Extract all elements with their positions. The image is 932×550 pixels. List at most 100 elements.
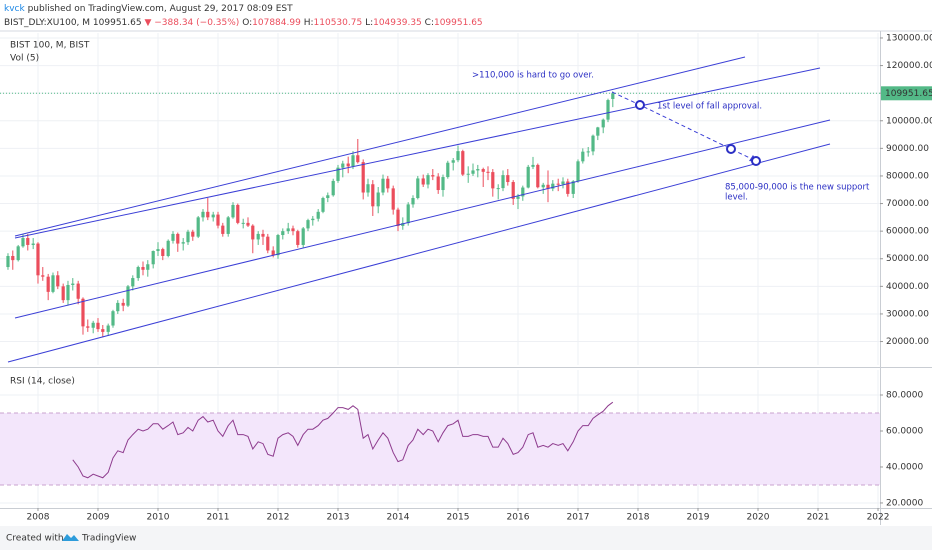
candle-body bbox=[6, 255, 10, 268]
candle-body bbox=[151, 251, 155, 265]
candle-body bbox=[201, 211, 205, 218]
publisher[interactable]: kvck bbox=[4, 4, 25, 14]
high-key: H: bbox=[304, 18, 314, 28]
last-price-label: 109951.65 bbox=[885, 89, 932, 99]
candle-body bbox=[496, 188, 500, 190]
rsi-line bbox=[72, 401, 614, 479]
candle-body bbox=[386, 178, 390, 189]
y-tick-label: 80000.00 bbox=[886, 171, 929, 181]
trend-line bbox=[14, 67, 821, 239]
candle-body bbox=[331, 180, 335, 196]
candle-body bbox=[101, 329, 105, 332]
candle-body bbox=[306, 220, 310, 229]
high-value: 110530.75 bbox=[314, 18, 363, 28]
candle-body bbox=[86, 326, 90, 328]
x-tick-label: 2019 bbox=[687, 513, 710, 523]
candle-body bbox=[381, 178, 385, 193]
annotation: 85,000-90,000 is the new support bbox=[725, 183, 870, 193]
marks bbox=[0, 91, 880, 479]
open-value: 107884.99 bbox=[252, 18, 301, 28]
candle-body bbox=[196, 217, 200, 237]
trend-line bbox=[7, 143, 831, 363]
candle-body bbox=[291, 228, 295, 232]
footer bbox=[0, 526, 932, 550]
candle-body bbox=[446, 162, 450, 178]
y-tick-label: 40000.00 bbox=[886, 282, 929, 292]
x-tick-label: 2010 bbox=[147, 513, 170, 523]
candle-body bbox=[296, 231, 300, 245]
candle-body bbox=[316, 211, 320, 219]
candle-body bbox=[606, 100, 610, 120]
candle-body bbox=[301, 228, 305, 245]
close-value: 109951.65 bbox=[434, 18, 483, 28]
candle-body bbox=[236, 204, 240, 223]
candle-body bbox=[191, 231, 195, 237]
candle-body bbox=[536, 164, 540, 188]
candle-body bbox=[341, 163, 345, 168]
change: ▼ −388.34 (−0.35%) bbox=[144, 18, 239, 28]
candle-body bbox=[546, 184, 550, 189]
candle-body bbox=[501, 175, 505, 189]
candle-body bbox=[251, 225, 255, 240]
logo bbox=[62, 534, 79, 541]
annotation: 1st level of fall approval. bbox=[657, 102, 762, 112]
candle-body bbox=[271, 250, 275, 256]
candle-body bbox=[416, 178, 420, 199]
candle-body bbox=[106, 325, 110, 332]
candle-body bbox=[181, 242, 185, 244]
candle-body bbox=[126, 286, 130, 306]
candle-body bbox=[376, 192, 380, 207]
published: published on TradingView.com, August 29,… bbox=[28, 4, 294, 14]
candle-body bbox=[61, 286, 65, 301]
candle-body bbox=[216, 214, 220, 226]
y-tick-label: 40.0000 bbox=[886, 462, 923, 472]
candle-body bbox=[526, 166, 530, 188]
candle-body bbox=[311, 218, 315, 221]
candle-body bbox=[326, 195, 330, 199]
candle-body bbox=[241, 222, 245, 224]
candle-body bbox=[246, 222, 250, 226]
candle-body bbox=[596, 127, 600, 136]
candle-body bbox=[161, 249, 165, 256]
close-key: C: bbox=[425, 18, 434, 28]
candle-body bbox=[71, 283, 75, 285]
symbol: BIST_DLY:XU100, M bbox=[4, 18, 90, 28]
candle-body bbox=[31, 243, 35, 245]
y-tick-label: 20000.00 bbox=[886, 337, 929, 347]
candle-body bbox=[456, 151, 460, 161]
candle-body bbox=[111, 311, 115, 326]
y-tick-label: 120000.00 bbox=[886, 61, 932, 71]
open-key: O: bbox=[242, 18, 252, 28]
candle-body bbox=[391, 188, 395, 210]
candle-body bbox=[581, 151, 585, 162]
candle-body bbox=[336, 167, 340, 181]
y-tick-label: 20.0000 bbox=[886, 498, 923, 508]
candle-body bbox=[96, 322, 100, 330]
footer-brand[interactable]: TradingView bbox=[81, 534, 136, 544]
candle-body bbox=[16, 246, 20, 261]
candle-body bbox=[566, 181, 570, 194]
y-tick-label: 60.0000 bbox=[886, 426, 923, 436]
candle-body bbox=[91, 322, 95, 328]
candle-body bbox=[221, 225, 225, 234]
candle-body bbox=[541, 184, 545, 188]
candle-body bbox=[356, 155, 360, 163]
candle-body bbox=[486, 171, 490, 173]
candle-body bbox=[471, 170, 475, 174]
candle-body bbox=[516, 196, 520, 199]
candle-body bbox=[121, 302, 125, 306]
candle-body bbox=[176, 233, 180, 244]
candle-body bbox=[611, 93, 615, 99]
candle-body bbox=[476, 169, 480, 171]
y-tick-label: 80.0000 bbox=[886, 391, 923, 401]
candle-body bbox=[231, 204, 235, 218]
low-key: L: bbox=[365, 18, 373, 28]
projection-line bbox=[611, 91, 753, 160]
x-tick-label: 2018 bbox=[627, 513, 650, 523]
candle-body bbox=[396, 209, 400, 226]
annotation: >110,000 is hard to go over. bbox=[472, 71, 594, 81]
legend: RSI (14, close) bbox=[10, 377, 75, 387]
candle-body bbox=[226, 217, 230, 234]
candle-body bbox=[411, 198, 415, 205]
